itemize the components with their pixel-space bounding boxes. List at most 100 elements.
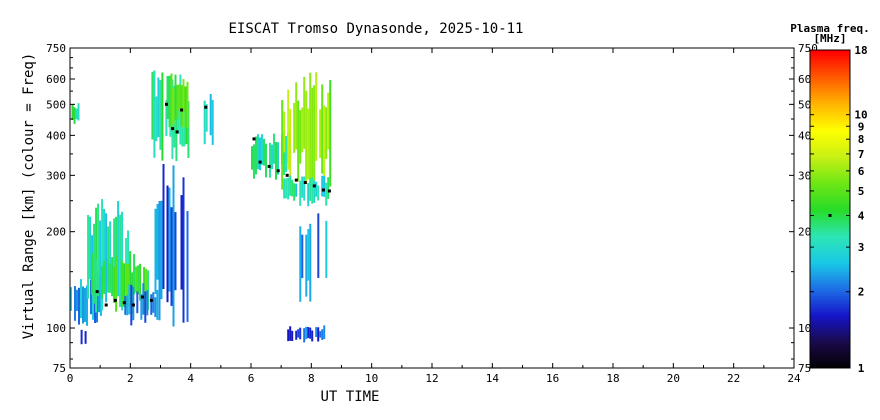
echo-column — [113, 218, 116, 293]
colorbar-band — [810, 108, 850, 111]
echo-column — [273, 133, 275, 164]
echo-column — [175, 87, 178, 162]
chart-title: EISCAT Tromso Dynasonde, 2025-10-11 — [228, 21, 523, 37]
echo-column — [178, 84, 181, 110]
x-tick-label: 24 — [787, 372, 801, 385]
echo-column — [297, 329, 300, 338]
colorbar-band — [810, 348, 850, 351]
colorbar-tick-label: 1 — [858, 362, 865, 375]
colorbar-band — [810, 358, 850, 361]
echo-column — [130, 284, 133, 326]
echo-column — [125, 263, 128, 308]
colorbar-band — [810, 128, 850, 131]
colorbar-band — [810, 192, 850, 195]
echo-column — [299, 226, 302, 302]
echo-column — [291, 179, 294, 197]
plot-data-layer — [70, 70, 332, 345]
x-tick-label: 18 — [606, 372, 619, 385]
colorbar-band — [810, 346, 850, 349]
colorbar-band — [810, 194, 850, 197]
colorbar-band — [810, 226, 850, 229]
echo-column — [180, 195, 183, 290]
colorbar-band — [810, 204, 850, 207]
colorbar-band — [810, 112, 850, 115]
echo-column — [139, 263, 142, 301]
echo-column — [165, 100, 168, 137]
echo-column — [325, 182, 328, 206]
colorbar-band — [810, 254, 850, 257]
echo-column — [301, 107, 304, 153]
colorbar-band — [810, 114, 850, 117]
colorbar-band — [810, 94, 850, 97]
echo-column — [325, 107, 328, 159]
colorbar-band — [810, 332, 850, 335]
colorbar-band — [810, 236, 850, 239]
echo-column — [100, 288, 102, 316]
echo-column — [295, 330, 298, 340]
echo-column — [323, 105, 326, 186]
echo-column — [289, 175, 292, 196]
echo-column — [251, 146, 253, 170]
colorbar-band — [810, 222, 850, 225]
echo-column — [103, 208, 106, 284]
colorbar-band — [810, 230, 850, 233]
echo-column — [257, 134, 259, 170]
echo-column — [305, 90, 308, 185]
trace-point — [131, 303, 135, 307]
x-tick-label: 6 — [248, 372, 255, 385]
colorbar-band — [810, 246, 850, 249]
echo-column — [147, 270, 150, 311]
y-tick-label: 400 — [46, 129, 66, 142]
echo-column — [128, 284, 131, 315]
colorbar-band — [810, 288, 850, 291]
trace-point — [252, 137, 256, 141]
colorbar-band — [810, 92, 850, 95]
colorbar-title: Plasma freq. — [790, 22, 869, 35]
colorbar-band — [810, 120, 850, 123]
colorbar-band — [810, 338, 850, 341]
echo-region — [287, 325, 326, 343]
colorbar-band — [810, 330, 850, 333]
echo-column — [185, 96, 188, 145]
echo-region — [281, 72, 332, 190]
echo-column — [89, 216, 92, 280]
colorbar-band — [810, 316, 850, 319]
x-axis: 0 2 4 6 8 10 12 14 16 18 20 22 24 — [67, 48, 801, 385]
echo-column — [145, 268, 148, 299]
echo-column — [161, 72, 164, 161]
colorbar-band — [810, 102, 850, 105]
echo-region — [166, 73, 189, 129]
echo-column — [305, 326, 308, 340]
echo-region — [283, 175, 330, 207]
colorbar-band — [810, 212, 850, 215]
trace-point — [149, 298, 153, 302]
trace-point — [180, 108, 184, 112]
colorbar-band — [810, 232, 850, 235]
echo-column — [205, 104, 208, 132]
x-tick-label: 2 — [127, 372, 134, 385]
echo-column — [124, 296, 127, 315]
echo-column — [133, 254, 136, 295]
echo-column — [291, 330, 294, 341]
colorbar-band — [810, 162, 850, 165]
echo-column — [168, 187, 171, 292]
colorbar-band — [810, 350, 850, 353]
echo-column — [111, 257, 114, 297]
x-tick-label: 10 — [365, 372, 378, 385]
colorbar-band — [810, 286, 850, 289]
colorbar-band — [810, 276, 850, 279]
echo-column — [321, 329, 324, 340]
echo-column — [126, 295, 129, 316]
echo-column — [176, 84, 179, 119]
echo-column — [95, 259, 98, 313]
x-tick-label: 22 — [727, 372, 740, 385]
echo-column — [259, 137, 261, 171]
colorbar-band — [810, 52, 850, 55]
colorbar-band — [810, 320, 850, 323]
colorbar-band — [810, 238, 850, 241]
echo-region — [154, 164, 189, 327]
echo-column — [293, 183, 296, 201]
x-tick-label: 4 — [187, 372, 194, 385]
trace-point — [171, 127, 175, 131]
